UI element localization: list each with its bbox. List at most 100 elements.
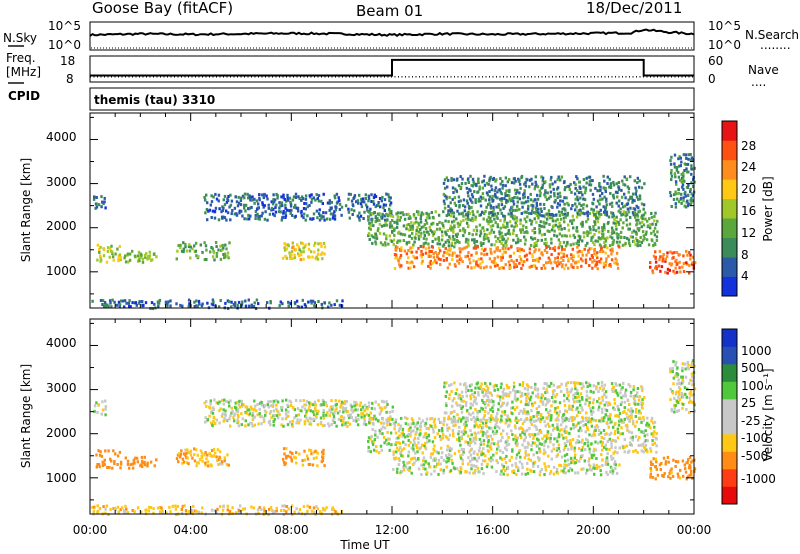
powerData-cell-7 — [419, 228, 422, 231]
powerData-cell-9 — [563, 180, 566, 184]
velData-cell-8 — [475, 464, 478, 468]
powerData-cell-9 — [541, 183, 544, 187]
powerData-cell-6 — [315, 209, 319, 213]
velData-cell-9 — [519, 400, 523, 404]
powerData-cell-9 — [642, 203, 646, 207]
velData-cell-9 — [580, 386, 583, 390]
velData-cell-3 — [209, 454, 212, 457]
powerData-cell-3 — [203, 258, 206, 262]
velData-cell-9 — [565, 417, 568, 421]
powerData-cell-9 — [556, 202, 560, 206]
powerData-cell-7 — [399, 211, 402, 215]
powerData-cell-9 — [549, 213, 552, 216]
velData-cell-9 — [479, 385, 483, 389]
velData-cell-8 — [484, 459, 487, 463]
powerData-cell-9 — [577, 212, 580, 216]
velData-cell-6 — [272, 403, 275, 407]
powerData-cell-6 — [266, 218, 269, 222]
velData-cell-9 — [500, 418, 503, 422]
velData-cell-7 — [505, 420, 508, 424]
velData-cell-7 — [433, 436, 437, 440]
powerData-cell-7 — [454, 241, 457, 245]
powerData-cell-9 — [518, 207, 521, 211]
velData-cell-7 — [535, 437, 539, 441]
powerData-cell-7 — [472, 228, 476, 232]
velData-cell-0 — [331, 508, 334, 512]
velData-cell-4 — [290, 459, 294, 463]
velData-cell-0 — [102, 505, 105, 509]
powerData-cell-7 — [615, 240, 619, 244]
velData-cell-6 — [263, 409, 267, 413]
velData-cell-6 — [248, 412, 252, 416]
velData-cell-4 — [322, 452, 325, 456]
velData-cell-8 — [530, 469, 533, 473]
powerData-cell-8 — [500, 258, 503, 262]
velData-cell-7 — [432, 420, 436, 424]
powerData-cell-9 — [542, 214, 545, 218]
powerData-cell-7 — [442, 225, 445, 229]
powerData-cell-7 — [413, 240, 416, 244]
velData-cell-8 — [569, 456, 573, 460]
powerData-cell-7 — [621, 243, 625, 247]
velData-cell-8 — [496, 461, 499, 465]
velData-cell-7 — [469, 440, 473, 444]
powerData-cell-7 — [427, 232, 431, 236]
velData-cell-6 — [357, 418, 360, 421]
velData-cell-2 — [155, 458, 158, 462]
velData-cell-10 — [664, 460, 668, 464]
powerData-cell-9 — [538, 213, 541, 217]
velData-cell-7 — [508, 423, 511, 427]
powerData-cell-7 — [636, 222, 639, 226]
velData-cell-7 — [545, 434, 548, 438]
velData-cell-8 — [433, 465, 436, 469]
velData-cell-6 — [291, 419, 294, 423]
powerData-cell-7 — [601, 229, 604, 233]
velData-cell-6 — [323, 424, 326, 427]
powerData-cell-6 — [258, 196, 261, 200]
velData-cell-9 — [635, 408, 638, 411]
powerData-cell-9 — [481, 186, 484, 190]
velData-cell-7 — [484, 424, 488, 428]
velData-cell-9 — [448, 393, 451, 397]
powerData-cell-8 — [485, 252, 489, 256]
velData-cell-8 — [456, 467, 459, 471]
velData-cell-8 — [447, 452, 451, 456]
powerData-cell-8 — [490, 260, 494, 264]
powerData-cell-3 — [225, 247, 228, 251]
velData-cell-6 — [312, 413, 316, 417]
powerData-cell-6 — [222, 206, 225, 210]
powerData-cell-8 — [446, 266, 450, 270]
velData-cell-7 — [580, 448, 584, 452]
powerData-cell-7 — [435, 227, 439, 231]
velData-cell-9 — [598, 419, 601, 423]
velData-cell-11 — [670, 407, 673, 411]
velData-cell-3 — [223, 456, 226, 460]
velData-cell-7 — [523, 438, 526, 442]
velData-cell-10 — [663, 472, 666, 476]
velData-cell-6 — [328, 414, 331, 418]
powerData-cell-0 — [311, 299, 315, 303]
powerData-cell-11 — [684, 190, 687, 194]
powerData-cell-7 — [485, 233, 488, 237]
powerData-cell-9 — [508, 188, 511, 192]
velData-cell-7 — [391, 417, 394, 421]
powerData-cell-9 — [523, 182, 526, 186]
velData-cell-6 — [275, 403, 278, 407]
powerData-cell-9 — [539, 202, 542, 206]
powerData-cell-9 — [612, 193, 615, 197]
velData-cell-9 — [632, 397, 636, 401]
velData-cell-9 — [623, 410, 626, 413]
velData-cell-8 — [502, 472, 505, 476]
velData-cell-6 — [312, 417, 315, 421]
powerData-cell-8 — [583, 247, 586, 251]
velData-cell-7 — [490, 447, 493, 451]
velData-cell-6 — [215, 418, 218, 422]
powerData-cell-8 — [610, 252, 613, 256]
velData-cell-8 — [491, 458, 495, 462]
velData-cell-8 — [588, 468, 592, 471]
velData-cell-8 — [564, 459, 567, 463]
powerData-cell-10 — [676, 262, 679, 266]
velData-cell-7 — [458, 436, 461, 440]
velData-cell-3 — [201, 459, 204, 463]
powerData-cell-7 — [444, 240, 447, 244]
